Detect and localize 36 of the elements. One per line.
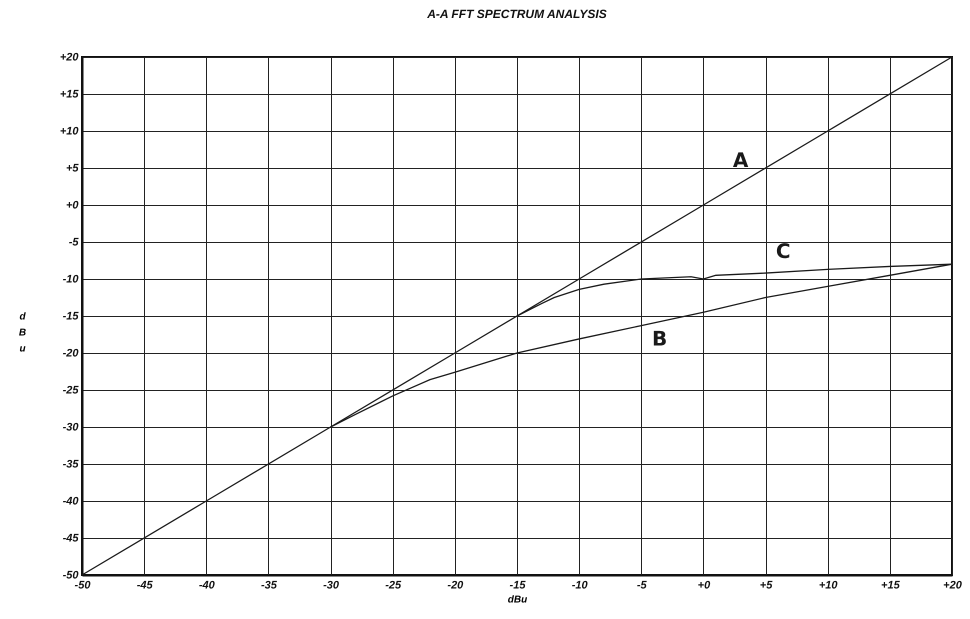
y-tick-label: -35: [62, 458, 80, 470]
x-tick-label: -15: [510, 580, 526, 592]
y-tick-label: -20: [62, 348, 80, 360]
x-tick-label: -35: [260, 580, 278, 592]
x-tick-label: -50: [74, 580, 92, 592]
x-tick-label: -45: [136, 580, 154, 592]
x-tick-label: +0: [698, 580, 712, 592]
x-tick-label: -30: [323, 580, 340, 592]
x-tick-label: -25: [385, 580, 402, 592]
y-tick-label: -45: [62, 532, 80, 544]
y-tick-label: +15: [60, 88, 80, 100]
y-tick-label: -5: [68, 236, 80, 248]
y-tick-label: -40: [62, 496, 80, 508]
x-tick-label: -20: [447, 580, 464, 592]
series-label: B: [652, 326, 668, 351]
y-tick-label: +5: [66, 162, 80, 174]
y-tick-label: +10: [60, 126, 80, 138]
y-tick-label: -25: [62, 384, 80, 396]
x-tick-label: -10: [572, 580, 588, 592]
y-tick-label: -50: [62, 570, 80, 582]
chart-title: A-A FFT SPECTRUM ANALYSIS: [426, 7, 607, 21]
y-tick-label: -30: [62, 422, 80, 434]
series-label: C: [776, 239, 791, 264]
x-tick-label: -40: [198, 580, 216, 592]
series-label: A: [732, 148, 749, 172]
x-axis-title: dBu: [508, 594, 528, 606]
x-tick-label: +15: [881, 580, 901, 592]
x-tick-label: -5: [636, 580, 648, 592]
x-tick-label: +20: [943, 580, 963, 592]
y-tick-label: +0: [66, 200, 80, 212]
y-tick-label: +20: [60, 52, 80, 64]
x-tick-label: +5: [760, 580, 774, 592]
x-tick-label: +10: [818, 580, 838, 592]
y-axis-title: dBu: [18, 312, 26, 354]
y-tick-label: -10: [62, 274, 80, 286]
y-tick-label: -15: [62, 310, 80, 322]
